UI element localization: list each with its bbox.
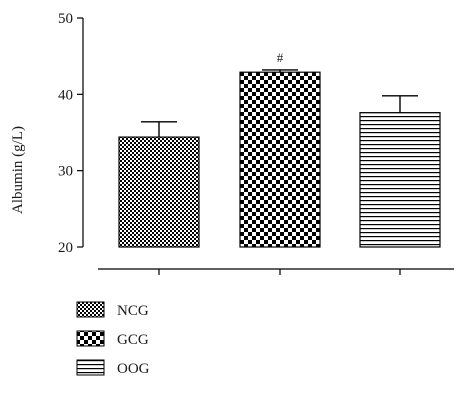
legend-swatch-oog <box>76 359 105 376</box>
bars: # <box>118 50 441 248</box>
y-tick-label: 40 <box>58 87 73 103</box>
x-axis <box>98 268 454 275</box>
bar-gcg <box>239 71 321 248</box>
legend-label-gcg: GCG <box>117 332 149 348</box>
legend: NCG GCG OOG <box>76 301 150 377</box>
bar-oog <box>359 112 441 248</box>
y-tick-label: 20 <box>58 240 73 256</box>
y-axis-label: Albumin (g/L) <box>10 126 26 214</box>
y-tick-label: 50 <box>58 11 73 27</box>
annotation-gcg: # <box>277 50 284 65</box>
y-axis: 20 30 40 50 <box>58 11 84 256</box>
bar-ncg <box>118 136 200 248</box>
legend-label-oog: OOG <box>117 361 150 377</box>
y-tick-label: 30 <box>58 164 73 180</box>
legend-swatch-gcg <box>76 330 105 347</box>
legend-swatch-ncg <box>76 301 105 318</box>
legend-label-ncg: NCG <box>117 303 149 319</box>
